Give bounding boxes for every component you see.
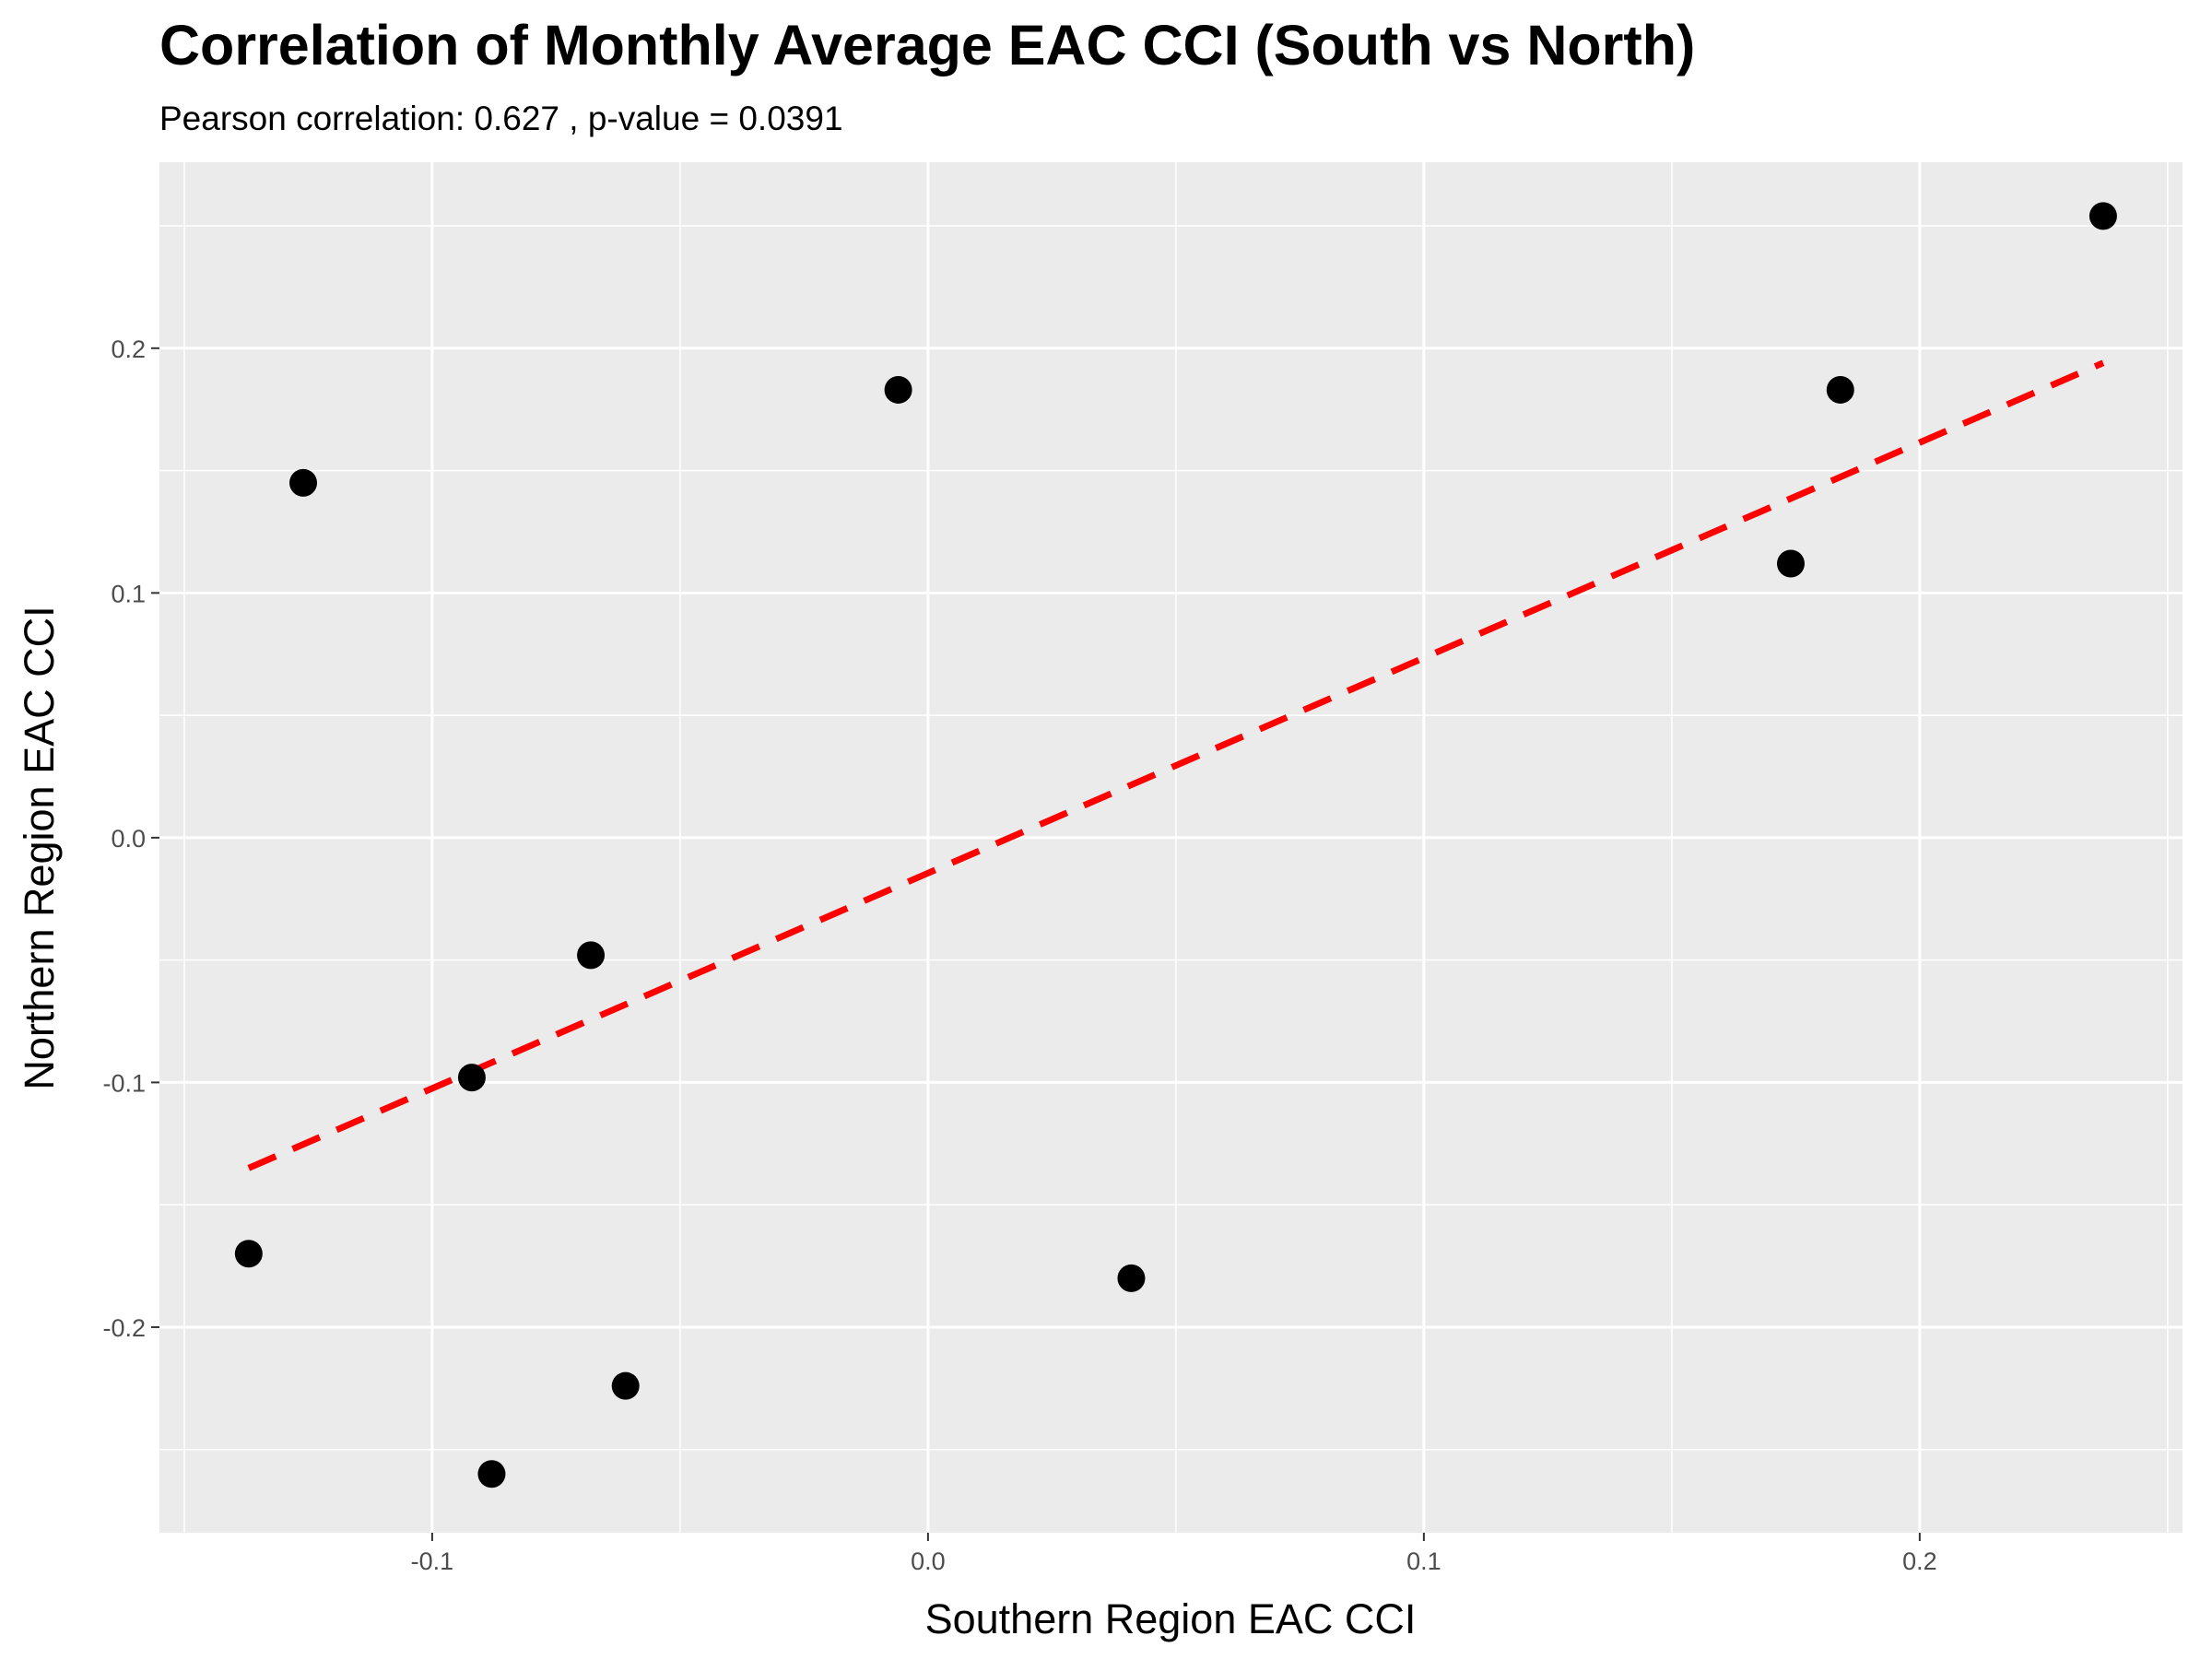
y-tick-label: -0.2 xyxy=(102,1314,146,1342)
regression-trend-line xyxy=(247,359,2105,1171)
data-point xyxy=(477,1460,506,1488)
y-axis-ticks: -0.2 -0.1 0.0 0.1 0.2 xyxy=(102,335,159,1342)
x-tick-label: 0.1 xyxy=(1406,1547,1441,1575)
y-axis-title: Northern Region EAC CCI xyxy=(16,606,63,1089)
y-tick-label: 0.0 xyxy=(111,825,146,853)
data-points xyxy=(234,202,2117,1488)
data-point xyxy=(1776,549,1805,578)
data-point xyxy=(611,1371,640,1400)
x-tick-label: 0.2 xyxy=(1902,1547,1937,1575)
x-axis-title: Southern Region EAC CCI xyxy=(925,1595,1417,1642)
data-point xyxy=(577,941,606,970)
chart-title: Correlation of Monthly Average EAC CCI (… xyxy=(159,14,1696,76)
data-point xyxy=(457,1064,486,1092)
y-tick-label: 0.1 xyxy=(111,580,146,607)
data-point xyxy=(1826,375,1854,404)
minor-gridlines xyxy=(159,162,2183,1533)
y-tick-label: 0.2 xyxy=(111,335,146,363)
x-axis-ticks: -0.1 0.0 0.1 0.2 xyxy=(411,1533,1937,1575)
x-tick-label: -0.1 xyxy=(411,1547,454,1575)
data-point xyxy=(2088,202,2117,230)
data-point xyxy=(289,468,318,497)
data-point xyxy=(1117,1264,1146,1292)
data-point xyxy=(234,1240,263,1268)
x-tick-label: 0.0 xyxy=(911,1547,946,1575)
major-gridlines xyxy=(159,162,2183,1533)
data-point xyxy=(884,375,912,404)
y-tick-label: -0.1 xyxy=(102,1069,146,1097)
chart-subtitle: Pearson correlation: 0.627 , p-value = 0… xyxy=(159,100,843,137)
